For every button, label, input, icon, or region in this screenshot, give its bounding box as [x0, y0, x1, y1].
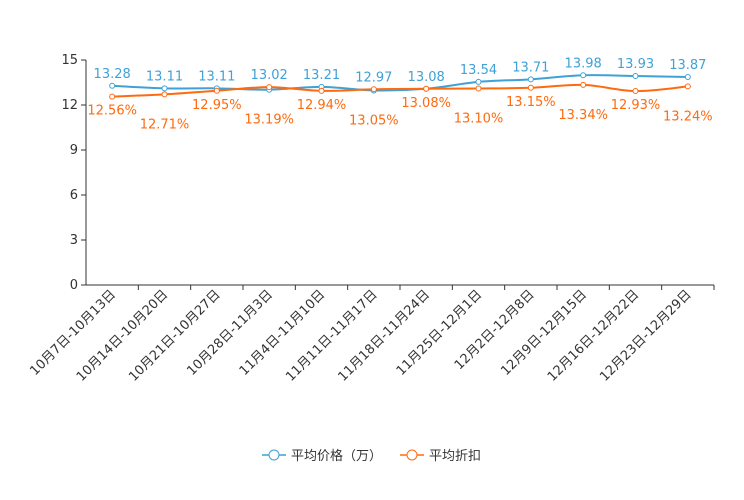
data-label: 12.97 — [355, 70, 392, 85]
data-label: 13.11 — [198, 69, 235, 84]
series-line — [112, 74, 688, 92]
data-point — [161, 91, 168, 98]
data-point — [580, 81, 587, 88]
data-point — [318, 87, 325, 94]
data-point — [632, 73, 639, 80]
y-tick-label: 12 — [61, 98, 78, 113]
data-point — [423, 85, 430, 92]
legend-label: 平均价格（万） — [291, 448, 382, 464]
data-label: 13.54 — [460, 63, 497, 78]
data-label: 12.95% — [192, 98, 242, 113]
series-line — [112, 83, 688, 98]
data-label: 13.93 — [617, 57, 654, 72]
data-label: 12.93% — [611, 98, 661, 113]
data-point — [475, 78, 482, 85]
data-point — [684, 73, 691, 80]
data-point — [527, 76, 534, 83]
data-point — [475, 85, 482, 92]
x-tick-label: 11月11日-11月17日 — [283, 287, 380, 384]
data-label: 13.11 — [146, 69, 183, 84]
data-point — [213, 87, 220, 94]
data-point — [632, 88, 639, 95]
data-point — [161, 85, 168, 92]
data-point — [370, 86, 377, 93]
data-point — [684, 83, 691, 90]
data-label: 13.15% — [506, 95, 556, 110]
data-label: 13.87 — [669, 58, 706, 73]
x-tick-label: 12月16日-12月22日 — [545, 287, 642, 384]
y-tick-label: 3 — [70, 233, 78, 248]
data-label: 13.71 — [512, 60, 549, 75]
x-tick-label: 10月21日-10月27日 — [126, 287, 223, 384]
data-point — [580, 72, 587, 79]
data-label: 13.21 — [303, 68, 340, 83]
x-tick-label: 12月23日-12月29日 — [597, 287, 694, 384]
legend-icon — [406, 449, 418, 461]
data-label: 13.02 — [251, 68, 288, 83]
data-point — [109, 93, 116, 100]
data-label: 13.10% — [454, 112, 504, 127]
data-label: 13.28 — [94, 67, 131, 82]
data-label: 13.24% — [663, 109, 713, 124]
data-label: 13.05% — [349, 113, 399, 128]
data-label: 12.56% — [87, 104, 137, 119]
data-point — [527, 84, 534, 91]
x-tick-label: 11月18日-11月24日 — [336, 287, 433, 384]
legend-icon — [268, 449, 280, 461]
y-tick-label: 15 — [61, 53, 78, 68]
data-label: 13.34% — [558, 108, 608, 123]
data-point — [109, 82, 116, 89]
data-label: 13.98 — [565, 56, 602, 71]
data-label: 12.71% — [140, 117, 190, 132]
y-tick-label: 9 — [70, 143, 78, 158]
y-tick-label: 6 — [70, 188, 78, 203]
data-label: 13.08% — [401, 96, 451, 111]
x-tick-label: 10月7日-10月13日 — [27, 287, 119, 379]
data-label: 12.94% — [297, 98, 347, 113]
legend-label: 平均折扣 — [429, 449, 481, 464]
data-label: 13.19% — [244, 113, 294, 128]
data-point — [266, 84, 273, 91]
x-tick-label: 10月14日-10月20日 — [74, 287, 171, 384]
y-tick-label: 0 — [70, 278, 78, 293]
data-label: 13.08 — [408, 70, 445, 85]
